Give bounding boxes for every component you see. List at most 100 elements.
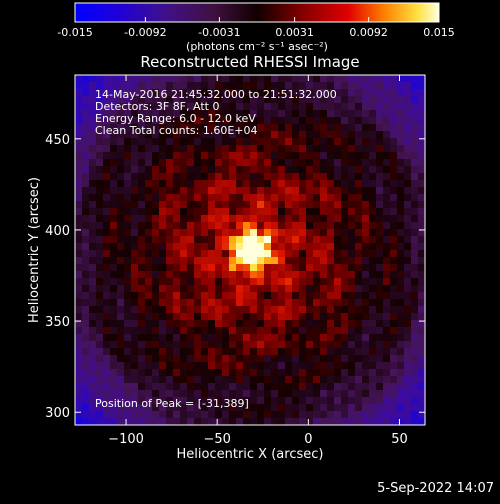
heatmap-cell [131,355,138,362]
heatmap-cell [229,96,236,103]
heatmap-cell [96,264,103,271]
heatmap-cell [96,138,103,145]
heatmap-cell [306,124,313,131]
heatmap-cell [124,215,131,222]
heatmap-cell [271,362,278,369]
heatmap-cell [306,264,313,271]
heatmap-cell [82,362,89,369]
heatmap-cell [173,278,180,285]
heatmap-cell [229,278,236,285]
heatmap-cell [292,89,299,96]
heatmap-cell [355,229,362,236]
heatmap-cell [390,397,397,404]
heatmap-cell [173,201,180,208]
heatmap-cell [320,320,327,327]
heatmap-cell [362,278,369,285]
heatmap-cell [222,320,229,327]
heatmap-cell [187,411,194,418]
heatmap-cell [299,320,306,327]
heatmap-cell [89,159,96,166]
heatmap-cell [229,208,236,215]
heatmap-cell [250,208,257,215]
heatmap-cell [299,383,306,390]
heatmap-cell [278,404,285,411]
heatmap-cell [215,124,222,131]
heatmap-cell [383,243,390,250]
heatmap-cell [299,173,306,180]
heatmap-cell [348,215,355,222]
heatmap-cell [173,124,180,131]
heatmap-cell [404,145,411,152]
heatmap-cell [327,215,334,222]
heatmap-cell [313,208,320,215]
heatmap-cell [173,103,180,110]
colorbar-units-label: (photons cm⁻² s⁻¹ asec⁻²) [186,40,328,53]
heatmap-cell [159,236,166,243]
heatmap-cell [285,369,292,376]
heatmap-cell [418,292,425,299]
heatmap-cell [82,383,89,390]
heatmap-cell [159,397,166,404]
heatmap-cell [299,166,306,173]
heatmap-cell [376,341,383,348]
heatmap-cell [201,173,208,180]
heatmap-cell [75,96,82,103]
heatmap-cell [243,313,250,320]
heatmap-cell [383,397,390,404]
heatmap-cell [397,334,404,341]
heatmap-cell [355,103,362,110]
heatmap-cell [327,82,334,89]
heatmap-cell [96,131,103,138]
heatmap-cell [278,250,285,257]
heatmap-cell [348,201,355,208]
heatmap-cell [306,96,313,103]
heatmap-cell [173,145,180,152]
heatmap-cell [117,194,124,201]
heatmap-cell [96,96,103,103]
heatmap-cell [418,299,425,306]
heatmap-cell [222,292,229,299]
heatmap-cell [264,418,271,425]
heatmap-cell [250,166,257,173]
heatmap-cell [376,376,383,383]
heatmap-cell [145,215,152,222]
heatmap-cell [159,208,166,215]
heatmap-cell [243,243,250,250]
heatmap-cell [194,362,201,369]
heatmap-cell [397,124,404,131]
heatmap-cell [187,404,194,411]
heatmap-cell [334,362,341,369]
heatmap-cell [369,411,376,418]
heatmap-cell [110,313,117,320]
heatmap-cell [257,397,264,404]
heatmap-cell [82,334,89,341]
heatmap-cell [348,355,355,362]
heatmap-cell [278,376,285,383]
heatmap-cell [243,397,250,404]
heatmap-cell [355,117,362,124]
heatmap-cell [159,173,166,180]
heatmap-cell [166,299,173,306]
heatmap-cell [285,138,292,145]
heatmap-cell [82,103,89,110]
heatmap-cell [103,285,110,292]
heatmap-cell [96,110,103,117]
heatmap-cell [103,124,110,131]
heatmap-cell [271,187,278,194]
heatmap-cell [215,355,222,362]
heatmap-cell [411,96,418,103]
heatmap-cell [236,89,243,96]
heatmap-cell [124,285,131,292]
heatmap-cell [306,278,313,285]
heatmap-cell [292,292,299,299]
heatmap-cell [348,411,355,418]
heatmap-cell [327,180,334,187]
heatmap-cell [383,180,390,187]
heatmap-cell [110,257,117,264]
heatmap-cell [341,383,348,390]
heatmap-cell [355,180,362,187]
heatmap-cell [306,320,313,327]
heatmap-cell [313,383,320,390]
heatmap-cell [194,313,201,320]
heatmap-cell [173,334,180,341]
